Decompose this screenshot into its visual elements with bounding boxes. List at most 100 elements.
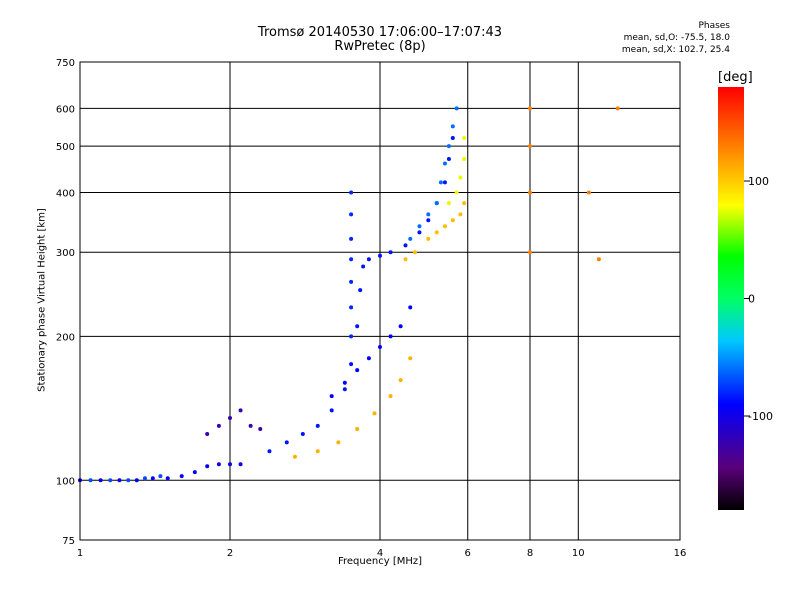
y-tick-label: 500 (56, 142, 75, 153)
trace-point (528, 144, 532, 149)
trace (292, 356, 413, 459)
trace-point (355, 324, 360, 329)
trace-point (426, 218, 431, 223)
colorbar-tick-layer: -100 0 100 (744, 175, 773, 423)
trace-point (434, 201, 439, 206)
trace-point (349, 257, 354, 262)
trace-point (450, 218, 455, 223)
y-tick-label: 300 (56, 248, 75, 259)
x-axis-label: Frequency [MHz] (337, 556, 423, 567)
trace-point (408, 356, 413, 361)
x-tick-label: 4 (377, 548, 383, 559)
trace-point (528, 106, 532, 111)
trace-point (596, 257, 601, 262)
trace-point (349, 190, 354, 195)
trace (446, 136, 467, 206)
trace-point (615, 106, 620, 111)
y-tick-label: 200 (56, 332, 75, 343)
chart-title-line1: Tromsø 20140530 17:06:00–17:07:43 (257, 25, 503, 40)
trace-point (349, 279, 354, 284)
data-layer (78, 106, 620, 483)
trace-point (450, 136, 455, 141)
trace-point (586, 190, 591, 195)
trace-point (300, 431, 305, 436)
phase-stats-heading: Phases (698, 21, 730, 31)
trace-point (284, 440, 289, 445)
trace-point (216, 423, 221, 428)
trace-point (134, 478, 139, 483)
y-tick-label: 600 (56, 104, 75, 115)
trace-point (378, 345, 382, 350)
trace-point (258, 427, 263, 432)
trace-point (442, 161, 447, 166)
trace-point (442, 224, 447, 229)
trace-point (342, 380, 347, 385)
trace-point (349, 362, 354, 367)
trace-point (158, 474, 163, 479)
trace-point (446, 144, 451, 149)
trace (329, 305, 413, 399)
trace (403, 201, 467, 262)
trace-point (355, 368, 360, 373)
trace-point (361, 264, 366, 269)
trace-point (150, 476, 155, 481)
trace-point (462, 136, 467, 141)
trace-point (349, 236, 354, 241)
trace-point (426, 212, 431, 217)
trace-point (329, 408, 334, 413)
trace-point (216, 462, 221, 467)
trace-point (315, 449, 320, 454)
trace-point (165, 476, 170, 481)
trace-point (315, 423, 320, 428)
trace-point (336, 440, 341, 445)
trace-point (388, 250, 393, 255)
trace-point (179, 474, 184, 479)
x-tick-label: 6 (465, 548, 471, 559)
trace-point (98, 478, 103, 483)
trace-point (446, 201, 451, 206)
phase-stats-x-mode: mean, sd,X: 102.7, 25.4 (621, 45, 730, 55)
trace-point (450, 124, 455, 129)
trace-point (228, 462, 232, 467)
phase-stats-o-mode: mean, sd,O: -75.5, 18.0 (623, 33, 730, 43)
trace-point (442, 180, 447, 185)
trace-point (192, 470, 197, 475)
trace-point (88, 478, 93, 483)
trace-point (342, 387, 347, 392)
trace-point (205, 431, 210, 436)
trace-point (417, 230, 422, 235)
trace-point (462, 157, 467, 162)
colorbar-tick-label: 0 (748, 293, 755, 306)
trace-point (408, 305, 413, 310)
trace-point (403, 257, 408, 262)
trace-point (462, 201, 467, 206)
x-tick-label: 2 (227, 548, 233, 559)
y-tick-label: 750 (56, 58, 75, 69)
trace-point (446, 157, 451, 162)
trace-point (417, 224, 422, 229)
trace (205, 408, 263, 436)
trace-point (372, 411, 377, 416)
trace-point (117, 478, 122, 483)
trace-point (238, 462, 243, 467)
trace (349, 190, 354, 339)
trace-point (267, 449, 272, 454)
colorbar-unit-label: [deg] (718, 70, 753, 85)
x-tick-label: 10 (572, 548, 585, 559)
tick-layer: 1 2 4 6 8 10 16 75 100 200 300 400 500 600 750 (56, 58, 686, 559)
trace (267, 136, 455, 454)
trace-point (454, 106, 459, 111)
colorbar-tick-label: 100 (748, 175, 769, 188)
trace-point (349, 305, 354, 310)
y-tick-label: 75 (62, 536, 75, 547)
plot-frame (79, 61, 681, 541)
x-tick-label: 8 (527, 548, 533, 559)
trace-point (349, 334, 354, 339)
y-tick-label: 400 (56, 188, 75, 199)
trace-point (329, 394, 334, 399)
trace-point (438, 180, 443, 185)
trace-point (528, 250, 532, 255)
trace-point (228, 415, 232, 420)
trace-point (355, 427, 360, 432)
